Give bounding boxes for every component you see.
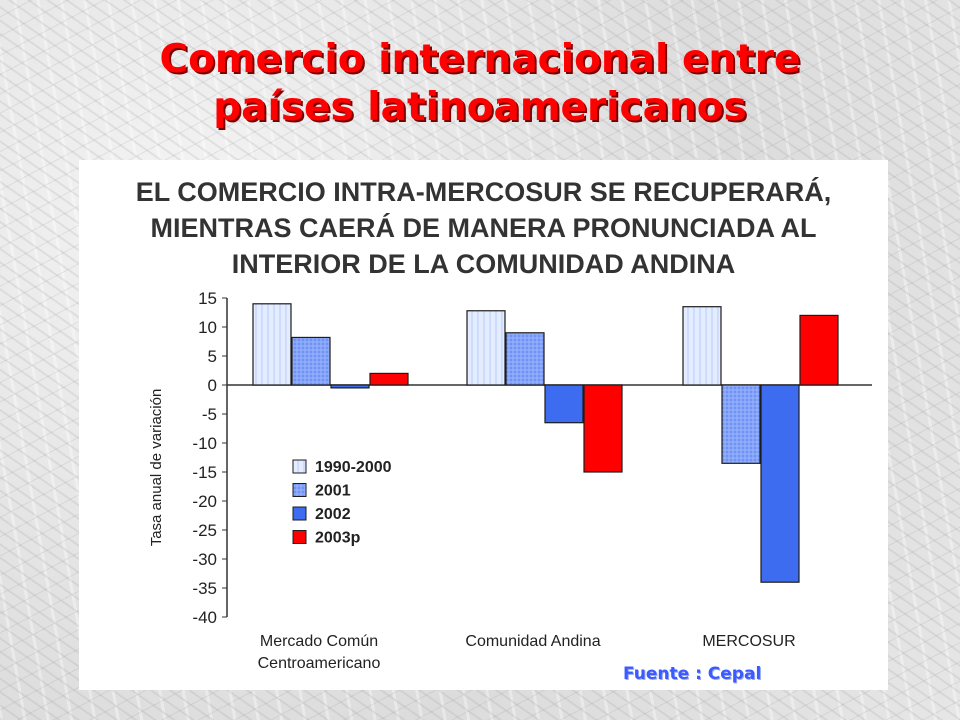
chart-panel: EL COMERCIO INTRA-MERCOSUR SE RECUPERARÁ… [79,160,888,690]
bar-2001-1 [505,332,545,386]
bar-2001-0 [291,336,331,386]
bar-2002-1 [544,384,584,424]
y-tick-label: 15 [198,289,217,308]
bar-2003p-0 [369,372,409,386]
y-tick-label: 0 [208,376,217,395]
bar-1990-2000-2 [682,306,722,386]
bar-1990-2000-0 [252,303,292,386]
legend-label: 2003p [315,530,361,547]
category-label: MERCOSUR [702,633,795,650]
y-tick-label: -10 [192,434,217,453]
y-tick-label: 10 [198,318,217,337]
y-tick-label: -15 [192,463,217,482]
bar-2002-2 [760,384,800,583]
category-label: Comunidad Andina [465,633,600,650]
y-tick-label: -35 [192,579,217,598]
bar-2001-2 [721,384,761,464]
chart-heading-line-1: EL COMERCIO INTRA-MERCOSUR SE RECUPERARÁ… [135,177,832,207]
bar-chart: 15 10 5 0 -5 -10 -15 -20 -25 -30 -35 -40 Tasa anual … [148,289,872,672]
y-tick-label: 5 [208,347,217,366]
bar-2002-0 [330,384,370,389]
chart-heading-line-2: MIENTRAS CAERÁ DE MANERA PRONUNCIADA AL [150,213,817,243]
y-tick-label: -5 [202,405,217,424]
slide-title: Comercio internacional entre países lati… [0,36,960,132]
bar-2003p-2 [799,314,839,386]
category-label: Centroamericano [258,655,381,672]
slide-title-line-1: Comercio internacional entre [159,37,801,82]
source-note: Fuente : Cepal [623,664,762,684]
slide-title-line-2: países latinoamericanos [213,85,747,130]
y-tick-label: -30 [192,550,217,569]
y-axis-title: Tasa anual de variación [148,389,165,547]
legend-swatch [292,459,307,474]
category-label: Mercado Común [260,633,378,650]
y-tick-label: -20 [192,492,217,511]
legend-swatch [292,506,307,521]
bar-2003p-1 [583,384,623,473]
chart-heading: EL COMERCIO INTRA-MERCOSUR SE RECUPERARÁ… [79,174,888,282]
legend-label: 2001 [315,483,351,500]
legend-label: 2002 [315,506,351,523]
bar-1990-2000-1 [466,310,506,386]
legend-swatch [292,530,307,544]
y-tick-label: -40 [192,608,217,627]
legend-swatch [292,483,307,497]
y-tick-label: -25 [192,521,217,540]
chart-heading-line-3: INTERIOR DE LA COMUNIDAD ANDINA [231,249,736,279]
legend-label: 1990-2000 [315,459,392,476]
